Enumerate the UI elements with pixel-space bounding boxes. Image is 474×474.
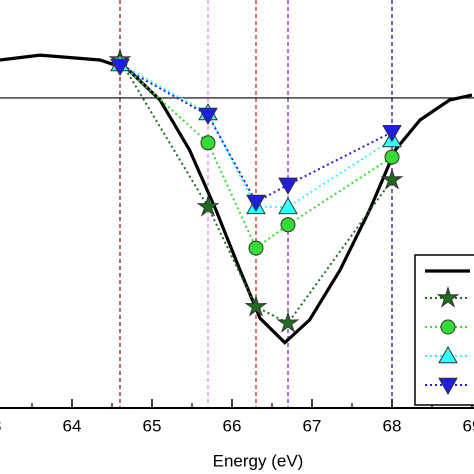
marker — [248, 240, 264, 256]
x-tick-label: 64 — [63, 416, 82, 435]
x-tick-label: 67 — [303, 416, 322, 435]
marker — [280, 217, 296, 233]
marker — [278, 177, 298, 195]
marker — [276, 311, 300, 333]
series-line — [119, 65, 393, 204]
legend-marker — [438, 345, 458, 364]
x-tick-label: 63 — [0, 416, 1, 435]
marker — [200, 135, 216, 151]
marker — [382, 124, 402, 143]
marker — [246, 194, 266, 212]
marker — [380, 167, 404, 190]
marker — [196, 194, 220, 217]
marker — [110, 58, 130, 77]
x-tick-label: 69 — [463, 416, 474, 435]
legend-marker — [438, 377, 458, 396]
series-line — [119, 59, 393, 325]
legend-marker — [440, 319, 456, 335]
x-tick-label: 65 — [143, 416, 162, 435]
series-line — [119, 62, 393, 250]
x-tick-label: 66 — [223, 416, 242, 435]
marker — [198, 107, 218, 126]
marker — [278, 196, 298, 215]
x-tick-label: 68 — [383, 416, 402, 435]
marker — [384, 149, 400, 165]
marker — [244, 294, 268, 317]
legend-marker — [436, 285, 460, 308]
x-axis-label: Energy (eV) — [213, 451, 304, 470]
